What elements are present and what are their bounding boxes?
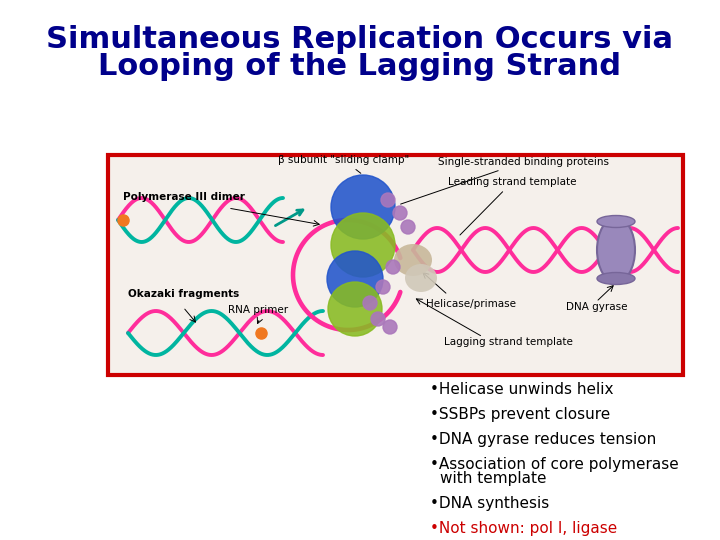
Text: Looping of the Lagging Strand: Looping of the Lagging Strand: [99, 52, 621, 81]
Text: Leading strand template: Leading strand template: [448, 177, 577, 235]
Ellipse shape: [597, 215, 635, 227]
Text: Simultaneous Replication Occurs via: Simultaneous Replication Occurs via: [47, 25, 673, 54]
Text: •Not shown: pol I, ligase: •Not shown: pol I, ligase: [430, 521, 617, 536]
Text: Helicase/primase: Helicase/primase: [426, 299, 516, 309]
Circle shape: [381, 193, 395, 207]
Text: Polymerase III dimer: Polymerase III dimer: [123, 192, 245, 202]
Text: Single-stranded binding proteins: Single-stranded binding proteins: [400, 157, 609, 204]
Circle shape: [371, 312, 385, 326]
Circle shape: [327, 251, 383, 307]
Circle shape: [363, 296, 377, 310]
Text: •DNA synthesis: •DNA synthesis: [430, 496, 549, 511]
Circle shape: [376, 280, 390, 294]
FancyBboxPatch shape: [108, 155, 683, 375]
Text: Lagging strand template: Lagging strand template: [444, 337, 573, 347]
Circle shape: [331, 175, 395, 239]
Ellipse shape: [394, 244, 432, 276]
Circle shape: [386, 260, 400, 274]
Text: with template: with template: [440, 471, 546, 486]
Text: Okazaki fragments: Okazaki fragments: [128, 289, 239, 299]
Circle shape: [328, 282, 382, 336]
Text: DNA gyrase: DNA gyrase: [566, 302, 628, 312]
Ellipse shape: [405, 264, 437, 292]
Ellipse shape: [597, 218, 635, 282]
Text: •Helicase unwinds helix: •Helicase unwinds helix: [430, 382, 613, 397]
Text: RNA primer: RNA primer: [228, 305, 288, 315]
Ellipse shape: [597, 273, 635, 285]
Text: •SSBPs prevent closure: •SSBPs prevent closure: [430, 407, 611, 422]
Circle shape: [393, 206, 407, 220]
Circle shape: [401, 220, 415, 234]
Text: •Association of core polymerase: •Association of core polymerase: [430, 457, 679, 472]
Circle shape: [383, 320, 397, 334]
Text: •DNA gyrase reduces tension: •DNA gyrase reduces tension: [430, 432, 656, 447]
Circle shape: [331, 213, 395, 277]
Text: β subunit "sliding clamp": β subunit "sliding clamp": [278, 155, 409, 173]
